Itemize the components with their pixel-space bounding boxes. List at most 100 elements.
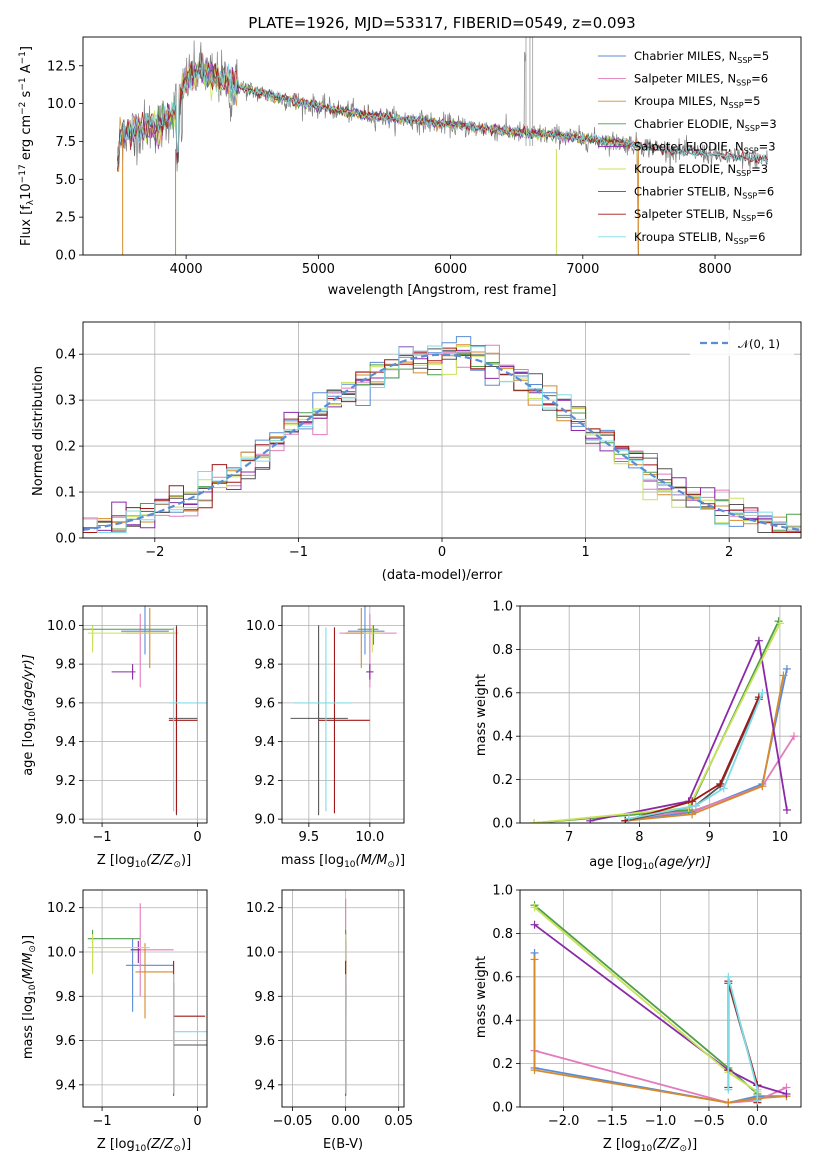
xtick-label: 10	[772, 830, 789, 845]
ytick-label: 1.0	[492, 600, 513, 615]
weight-vs-metallicity-xlabel: Z [log10(Z/Z⊙)]	[603, 1137, 697, 1154]
age-vs-mass-xlabel: mass [log10(M/M⊙)]	[281, 853, 405, 870]
mass-vs-metallicity-ylabel: mass [log10(M/M⊙)]	[21, 935, 38, 1059]
errorbar-kroupa-elodie	[87, 625, 179, 653]
ytick-label: 9.2	[55, 774, 76, 789]
ytick-label: 0.1	[55, 486, 76, 501]
ytick-label: 9.8	[55, 658, 76, 673]
weight-point-salpeter-miles	[789, 732, 798, 741]
weight-point-salpeter-elodie	[782, 805, 791, 814]
p-wZ-marks	[530, 901, 791, 1107]
spectrum-model-kroupa-stelib	[117, 54, 769, 165]
ytick-label: 9.8	[254, 990, 275, 1005]
residual-legend-frame	[690, 330, 794, 356]
age-vs-metallicity-panel: −1 0 9.0 9.2 9.4 9.6 9.8 10.0 Z [log10(Z/Z⊙)] a…	[21, 605, 208, 870]
spectrum-data-line	[117, 40, 769, 172]
weight-line-kroupa-stelib	[628, 692, 764, 820]
xtick-label: 9	[706, 830, 714, 845]
ytick-label: 0.3	[55, 394, 76, 409]
weight-vs-age-ylabel: mass weight	[474, 674, 489, 756]
weight-line-salpeter-stelib	[625, 696, 760, 822]
ytick-label: 9.6	[254, 1034, 275, 1049]
errorbar-chabrier-miles	[347, 606, 385, 655]
weight-point-kroupa-stelib	[719, 784, 728, 793]
xtick-label: −0.5	[693, 1114, 725, 1129]
ytick-label: 9.8	[254, 658, 275, 673]
ytick-label: 10.2	[246, 901, 275, 916]
weight-point-kroupa-stelib	[753, 1096, 762, 1105]
ytick-label: 10.2	[47, 901, 76, 916]
residual-ylabel: Normed distribution	[31, 366, 46, 496]
weight-vs-age-plot-area: 7 8 9 10 0.0 0.2 0.4 0.6 0.8 1.0	[492, 600, 802, 845]
xtick-label: 0	[193, 1114, 201, 1129]
ytick-label: 9.4	[254, 735, 275, 750]
xtick-label: 10.0	[355, 830, 384, 845]
errorbar-kroupa-miles	[135, 943, 174, 1019]
weight-point-chabrier-miles	[782, 664, 791, 673]
mass-vs-ebv-xlabel: E(B-V)	[323, 1137, 363, 1152]
xtick-label: 1	[581, 545, 589, 560]
p-residual-marks	[83, 336, 801, 533]
spectrum-legend: Chabrier MILES, NSSP=5 Salpeter MILES, NS…	[598, 49, 777, 246]
errorbar-salpeter-elodie	[366, 664, 374, 680]
errorbar-kroupa-stelib	[168, 627, 207, 812]
ytick-label: 0.0	[492, 1101, 513, 1116]
p-ageZ-frame	[82, 605, 208, 824]
errorbar-salpeter-elodie	[111, 664, 136, 680]
age-vs-mass-plot-area: 9.5 10.0 9.0 9.2 9.4 9.6 9.8 10.0	[246, 605, 405, 845]
weight-point-kroupa-miles	[724, 1098, 733, 1107]
ytick-label: 0.6	[492, 970, 513, 985]
ytick-label: 9.6	[55, 1034, 76, 1049]
weight-point-salpeter-elodie	[530, 920, 539, 929]
gaussian-reference-curve	[83, 353, 801, 531]
errorbar-kroupa-stelib	[173, 974, 207, 1094]
ytick-label: 0.0	[492, 817, 513, 832]
p-mZ-frame	[82, 889, 208, 1108]
p-spectrum-marks	[117, 37, 769, 255]
spectrum-ylabel: Flux [fλ10−17 erg cm−2 s−1 A−1]	[18, 46, 36, 246]
histogram-kroupa-stelib	[83, 345, 801, 533]
xtick-label: −1.0	[645, 1114, 677, 1129]
ytick-label: 0.0	[55, 532, 76, 547]
legend-label-chabrier-elodie: Chabrier ELODIE, NSSP=3	[634, 117, 777, 133]
ytick-label: 0.4	[55, 348, 76, 363]
ytick-label: 7.5	[55, 135, 76, 150]
ytick-label: 12.5	[47, 59, 76, 74]
weight-point-kroupa-elodie	[775, 619, 784, 628]
weight-point-salpeter-stelib	[716, 779, 725, 788]
xtick-label: −2	[145, 545, 164, 560]
xtick-label: −1.5	[596, 1114, 628, 1129]
legend-label-chabrier-miles: Chabrier MILES, NSSP=5	[634, 49, 769, 65]
legend-label-kroupa-miles: Kroupa MILES, NSSP=5	[634, 94, 760, 110]
errorbar-salpeter-stelib	[318, 627, 370, 814]
p-ageM-frame	[281, 605, 405, 824]
errorbar-kroupa-stelib	[294, 627, 352, 812]
weight-point-kroupa-miles	[779, 671, 788, 680]
p-ageZ-marks	[83, 606, 207, 816]
errorbar-chabrier-elodie	[357, 625, 379, 645]
legend-label-salpeter-miles: Salpeter MILES, NSSP=6	[634, 72, 768, 88]
legend-label-kroupa-elodie: Kroupa ELODIE, NSSP=3	[634, 162, 768, 178]
ytick-label: 0.0	[55, 249, 76, 264]
mass-vs-metallicity-plot-area: −1 0 9.4 9.6 9.8 10.0 10.2	[47, 889, 208, 1129]
ytick-label: 9.4	[55, 1078, 76, 1093]
weight-line-salpeter-elodie	[590, 637, 788, 822]
ytick-label: 9.8	[55, 990, 76, 1005]
xtick-label: 7000	[566, 262, 599, 277]
weight-point-kroupa-miles	[530, 955, 539, 964]
errorbar-chabrier-miles	[125, 938, 174, 1012]
ytick-label: 9.6	[254, 696, 275, 711]
p-ageM-marks	[290, 606, 397, 816]
weight-point-kroupa-miles	[758, 782, 767, 791]
xtick-label: −1	[289, 545, 308, 560]
errorbar-salpeter-elodie	[130, 940, 141, 964]
ytick-label: 9.4	[55, 735, 76, 750]
weight-vs-metallicity-ylabel: mass weight	[474, 956, 489, 1038]
legend-label-salpeter-elodie: Salpeter ELODIE, NSSP=3	[634, 139, 776, 155]
ytick-label: 5.0	[55, 173, 76, 188]
p-wAge-grid	[520, 605, 801, 824]
xtick-label: 0	[438, 545, 446, 560]
ytick-label: 9.6	[55, 696, 76, 711]
age-vs-metallicity-xlabel: Z [log10(Z/Z⊙)]	[97, 853, 191, 870]
p-wAge-frame	[519, 605, 802, 824]
